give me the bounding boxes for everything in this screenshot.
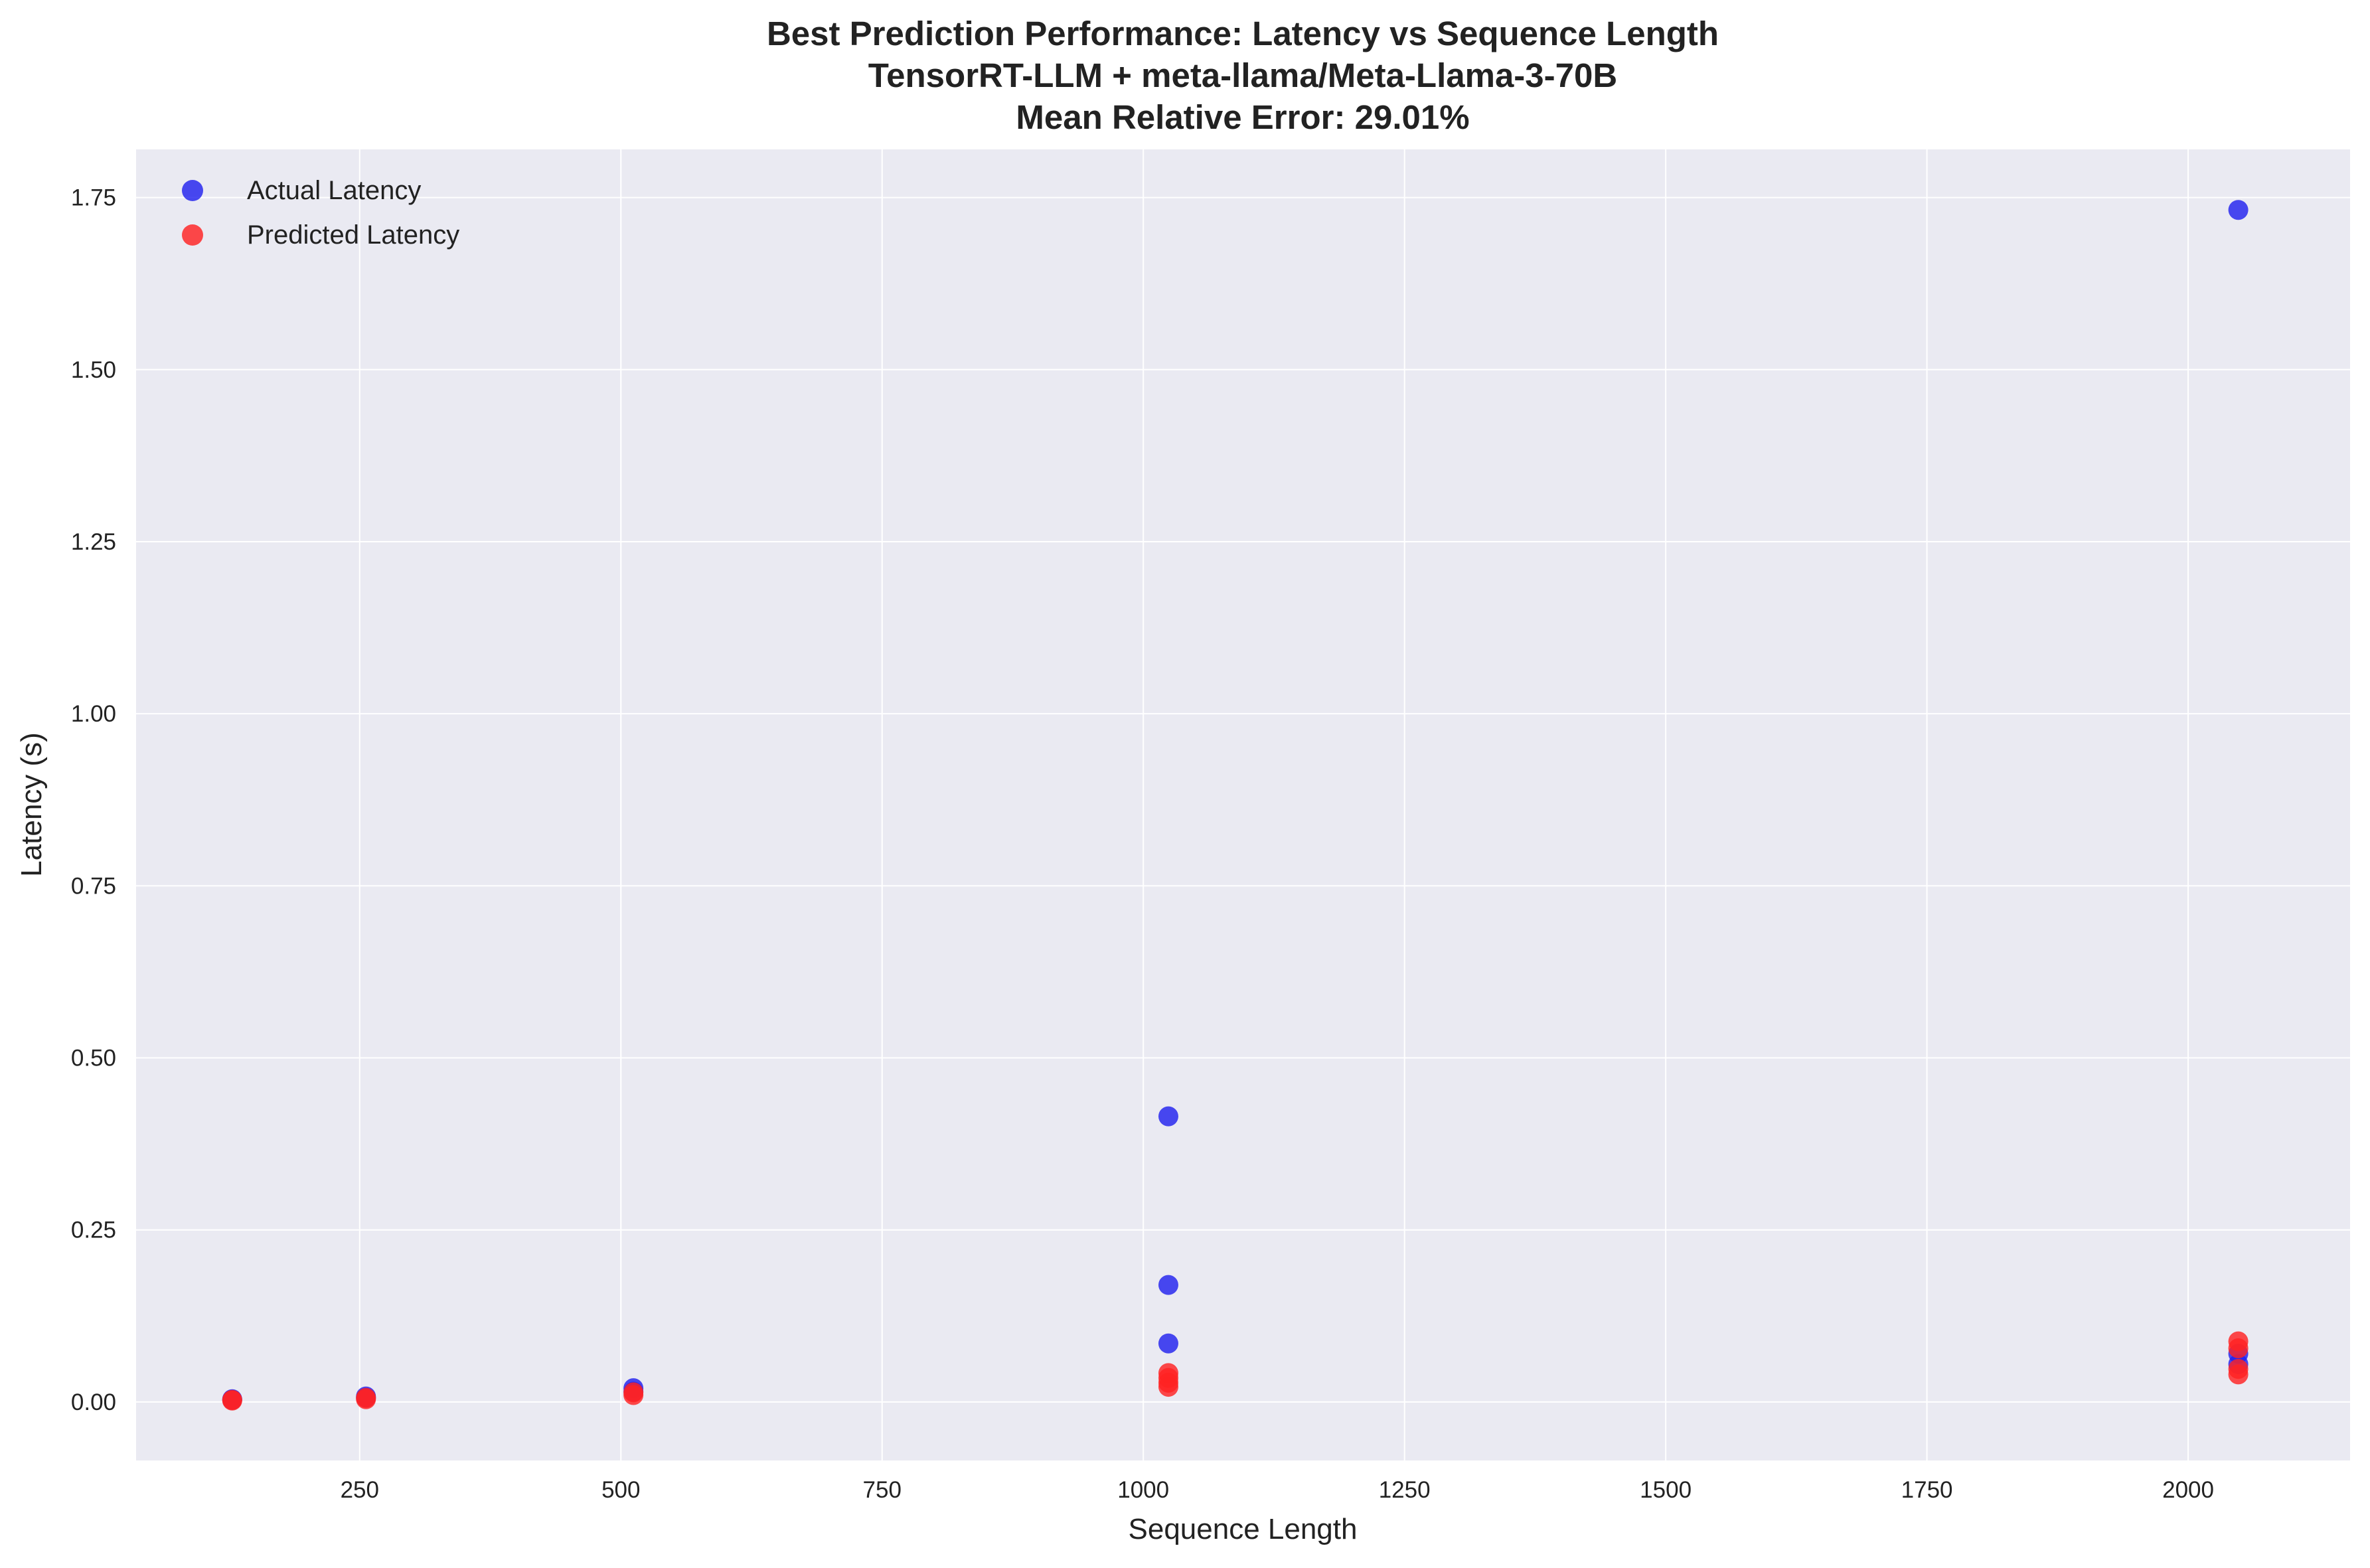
legend-marker-predicted bbox=[182, 224, 203, 246]
actual-latency-point bbox=[2228, 200, 2249, 220]
x-tick-labels: 250 500 750 1000 1250 1500 1750 2000 bbox=[341, 1477, 2214, 1503]
actual-latency-point bbox=[1158, 1275, 1178, 1295]
x-tick-label: 1750 bbox=[1901, 1477, 1953, 1503]
y-tick-label: 1.50 bbox=[71, 357, 116, 383]
x-tick-label: 2000 bbox=[2162, 1477, 2214, 1503]
predicted-latency-point bbox=[356, 1387, 376, 1408]
x-tick-label: 1500 bbox=[1640, 1477, 1692, 1503]
y-axis-label: Latency (s) bbox=[15, 732, 48, 877]
predicted-latency-point bbox=[1158, 1363, 1178, 1383]
grid bbox=[136, 149, 2350, 1460]
chart-subtitle-2: Mean Relative Error: 29.01% bbox=[1016, 98, 1469, 136]
y-tick-label: 0.75 bbox=[71, 873, 116, 899]
y-tick-label: 1.75 bbox=[71, 185, 116, 211]
legend-label-predicted: Predicted Latency bbox=[247, 220, 459, 250]
legend-label-actual: Actual Latency bbox=[247, 176, 421, 205]
predicted-latency-point bbox=[2228, 1331, 2249, 1352]
legend-marker-actual bbox=[182, 180, 203, 201]
x-tick-label: 750 bbox=[863, 1477, 902, 1503]
predicted-latency-point bbox=[2228, 1359, 2249, 1379]
x-axis-label: Sequence Length bbox=[1129, 1513, 1358, 1545]
x-tick-label: 1250 bbox=[1379, 1477, 1431, 1503]
actual-latency-point bbox=[1158, 1106, 1178, 1127]
y-tick-label: 0.50 bbox=[71, 1046, 116, 1071]
y-tick-label: 0.25 bbox=[71, 1217, 116, 1243]
x-tick-label: 250 bbox=[341, 1477, 379, 1503]
y-tick-labels: 0.00 0.25 0.50 0.75 1.00 1.25 1.50 1.75 bbox=[71, 185, 116, 1415]
data-points bbox=[222, 200, 2249, 1411]
y-tick-label: 1.25 bbox=[71, 529, 116, 555]
x-tick-label: 1000 bbox=[1117, 1477, 1169, 1503]
predicted-latency-point bbox=[623, 1382, 644, 1403]
plot-area bbox=[136, 149, 2350, 1460]
chart-subtitle-1: TensorRT-LLM + meta-llama/Meta-Llama-3-7… bbox=[868, 56, 1617, 94]
y-tick-label: 1.00 bbox=[71, 701, 116, 727]
chart-title: Best Prediction Performance: Latency vs … bbox=[767, 15, 1719, 52]
actual-latency-point bbox=[1158, 1333, 1178, 1354]
y-tick-label: 0.00 bbox=[71, 1389, 116, 1415]
legend: Actual Latency Predicted Latency bbox=[182, 176, 459, 250]
predicted-latency-point bbox=[222, 1389, 242, 1410]
x-tick-label: 500 bbox=[601, 1477, 640, 1503]
